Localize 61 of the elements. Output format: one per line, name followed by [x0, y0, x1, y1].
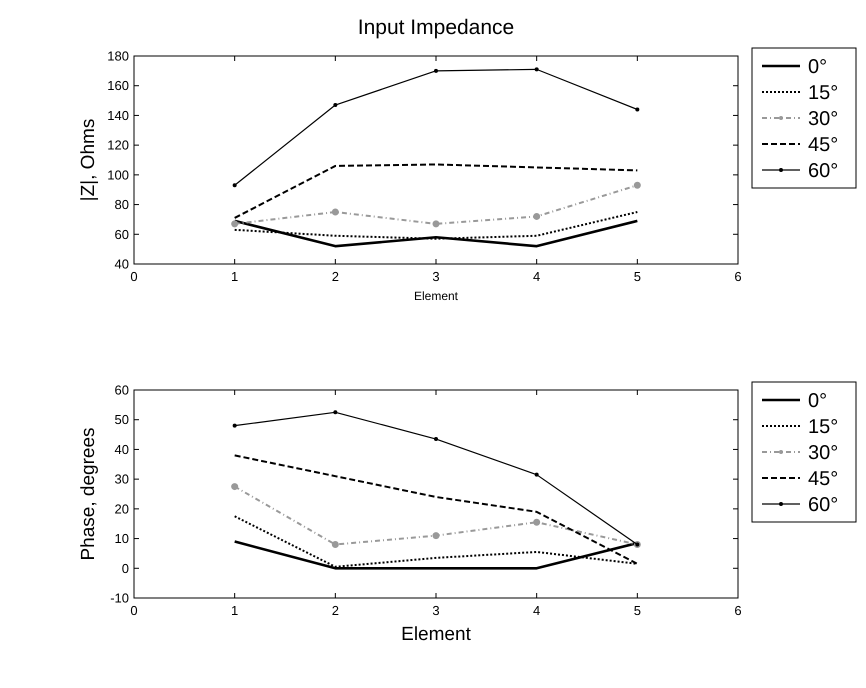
legend-label: 0°: [808, 56, 828, 78]
chart-title: Input Impedance: [358, 16, 514, 39]
y-tick-label: 180: [107, 48, 129, 64]
legend-label: 0°: [808, 390, 828, 412]
legend-label: 45°: [808, 134, 838, 156]
y-tick-label: -10: [110, 590, 129, 606]
legend-label: 60°: [808, 494, 838, 516]
point: [232, 424, 237, 428]
point: [533, 518, 540, 526]
x-tick-label: 2: [332, 603, 339, 618]
point: [634, 182, 641, 189]
legend-label: 60°: [808, 160, 838, 182]
x-tick-label: 6: [734, 603, 742, 618]
legend-label: 30°: [808, 108, 838, 130]
point: [332, 541, 339, 548]
y-tick-label: 0: [122, 560, 129, 576]
y-tick-label: 140: [107, 108, 129, 123]
legend-label: 45°: [808, 468, 838, 490]
x-axis-title: Element: [414, 289, 459, 303]
y-tick-label: 30: [114, 472, 129, 487]
y-axis-title: |Z|, Ohms: [78, 118, 99, 202]
point: [333, 410, 338, 414]
x-tick-label: 1: [231, 603, 238, 618]
point: [434, 68, 438, 73]
legend-label: 15°: [808, 416, 838, 438]
point: [432, 532, 440, 540]
x-tick-label: 1: [231, 269, 238, 284]
point: [231, 220, 238, 228]
legend-label: 15°: [808, 82, 838, 104]
x-tick-label: 3: [432, 603, 440, 618]
point: [635, 107, 640, 112]
y-tick-label: 40: [114, 256, 129, 272]
x-tick-label: 3: [432, 269, 440, 284]
legend-label: 30°: [808, 442, 838, 464]
x-tick-label: 4: [533, 269, 540, 284]
y-tick-label: 120: [107, 138, 129, 153]
point: [534, 472, 539, 477]
x-axis-title: Element: [401, 624, 472, 645]
point: [434, 437, 438, 442]
y-tick-label: 100: [107, 167, 129, 182]
y-tick-label: 40: [114, 442, 129, 457]
y-tick-label: 60: [114, 382, 129, 398]
x-tick-label: 4: [533, 603, 540, 618]
x-tick-label: 5: [634, 269, 641, 284]
point: [432, 220, 440, 228]
x-tick-label: 5: [634, 603, 641, 618]
y-tick-label: 50: [114, 412, 129, 428]
y-tick-label: 10: [114, 531, 129, 546]
x-tick-label: 6: [734, 269, 742, 284]
point: [332, 208, 339, 216]
point: [232, 183, 237, 188]
y-tick-label: 60: [114, 226, 129, 242]
x-tick-label: 2: [332, 269, 339, 284]
y-tick-label: 80: [114, 197, 129, 212]
point: [534, 67, 539, 72]
point: [533, 212, 540, 220]
point: [333, 103, 338, 108]
y-tick-label: 160: [107, 78, 129, 94]
point: [231, 483, 238, 490]
y-axis-title: Phase, degrees: [78, 427, 99, 561]
y-tick-label: 20: [114, 501, 129, 516]
